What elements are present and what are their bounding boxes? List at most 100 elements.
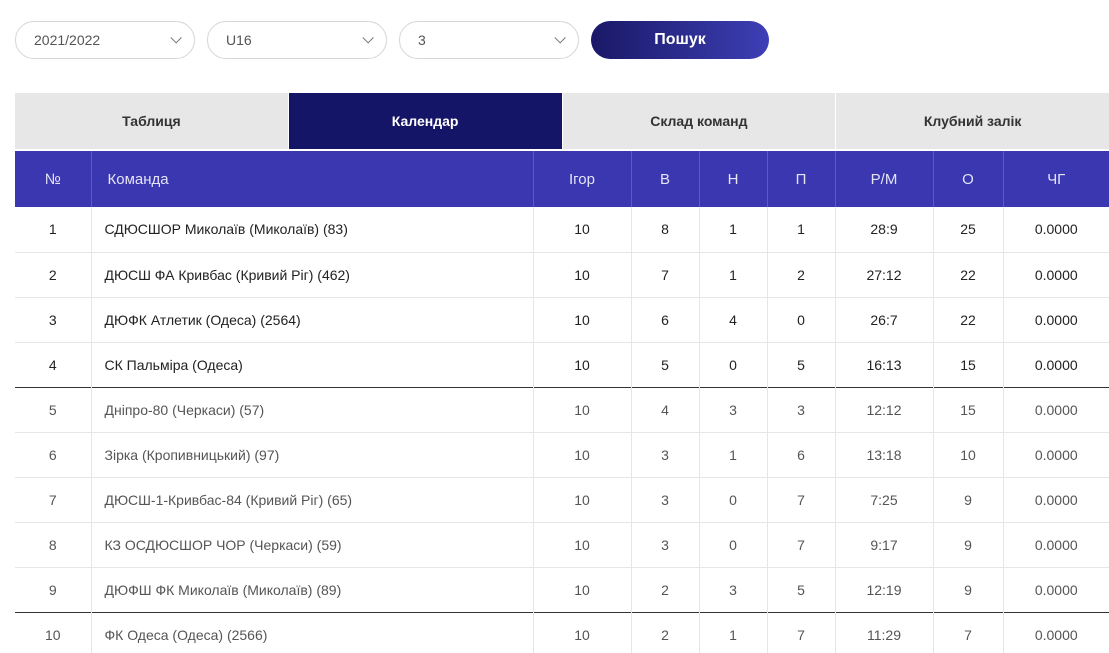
age-group-select[interactable]: U16 bbox=[207, 21, 387, 59]
cell-chg: 0.0000 bbox=[1034, 266, 1078, 283]
cell-team[interactable]: ФК Одеса (Одеса) (2566) bbox=[91, 612, 534, 653]
cell-draws: 1 bbox=[699, 207, 768, 252]
cell-games: 10 bbox=[533, 432, 632, 477]
cell-wins: 5 bbox=[631, 342, 700, 387]
tab-bar: Таблиця Календар Склад команд Клубний за… bbox=[15, 93, 1109, 149]
cell-goals: 16:13 bbox=[835, 342, 934, 387]
cell-goals: 11:29 bbox=[835, 612, 934, 653]
cell-team[interactable]: КЗ ОСДЮСШОР ЧОР (Черкаси) (59) bbox=[91, 522, 534, 567]
season-select[interactable]: 2021/2022 bbox=[15, 21, 195, 59]
cell-chg: 0.0000 bbox=[1034, 581, 1078, 598]
tab-table[interactable]: Таблиця bbox=[15, 93, 289, 149]
table-row: 9 ДЮФШ ФК Миколаїв (Миколаїв) (89) 10 2 3 5 12… bbox=[15, 567, 1109, 612]
header-points: О bbox=[933, 151, 1004, 207]
cell-num: 9 bbox=[15, 567, 92, 612]
header-games: Ігор bbox=[533, 151, 632, 207]
cell-points: 25 bbox=[933, 207, 1004, 252]
table-row: 5 Дніпро-80 (Черкаси) (57) 10 4 3 3 12:12 15 0.0… bbox=[15, 387, 1109, 432]
cell-points: 9 bbox=[933, 477, 1004, 522]
cell-wins: 4 bbox=[631, 387, 700, 432]
cell-team[interactable]: ДЮСШ-1-Кривбас-84 (Кривий Ріг) (65) bbox=[91, 477, 534, 522]
cell-games: 10 bbox=[533, 207, 632, 252]
header-wins: В bbox=[631, 151, 700, 207]
cell-chg: 0.0000 bbox=[1034, 311, 1078, 328]
cell-losses: 1 bbox=[767, 207, 836, 252]
tab-club-standings[interactable]: Клубний залік bbox=[836, 93, 1109, 149]
cell-num: 1 bbox=[15, 207, 92, 252]
cell-num: 10 bbox=[15, 612, 92, 653]
cell-team[interactable]: ДЮСШ ФА Кривбас (Кривий Ріг) (462) bbox=[91, 252, 534, 297]
cell-draws: 4 bbox=[699, 297, 768, 342]
cell-chg: 0.0000 bbox=[1034, 221, 1078, 238]
cell-points: 22 bbox=[933, 252, 1004, 297]
cell-goals: 12:19 bbox=[835, 567, 934, 612]
table-row: 10 ФК Одеса (Одеса) (2566) 10 2 1 7 11:29 7 0.00… bbox=[15, 612, 1109, 653]
cell-wins: 3 bbox=[631, 477, 700, 522]
cell-losses: 7 bbox=[767, 612, 836, 653]
header-losses: П bbox=[767, 151, 836, 207]
tab-team-rosters[interactable]: Склад команд bbox=[562, 93, 837, 149]
cell-num: 8 bbox=[15, 522, 92, 567]
cell-chg: 0.0000 bbox=[1034, 491, 1078, 508]
cell-losses: 5 bbox=[767, 567, 836, 612]
filter-bar: 2021/2022 U16 3 Пошук bbox=[15, 21, 769, 59]
table-header-row: № Команда Ігор В Н П Р/М О ЧГ bbox=[15, 151, 1109, 207]
cell-wins: 2 bbox=[631, 567, 700, 612]
cell-num: 5 bbox=[15, 387, 92, 432]
table-row: 8 КЗ ОСДЮСШОР ЧОР (Черкаси) (59) 10 3 0 7 9:17… bbox=[15, 522, 1109, 567]
cell-goals: 27:12 bbox=[835, 252, 934, 297]
cell-goals: 13:18 bbox=[835, 432, 934, 477]
cell-team[interactable]: СДЮСШОР Миколаїв (Миколаїв) (83) bbox=[91, 207, 534, 252]
cell-goals: 28:9 bbox=[835, 207, 934, 252]
cell-chg: 0.0000 bbox=[1034, 356, 1078, 373]
cell-num: 4 bbox=[15, 342, 92, 387]
tab-calendar[interactable]: Календар bbox=[288, 93, 563, 149]
cell-team[interactable]: Зірка (Кропивницький) (97) bbox=[91, 432, 534, 477]
cell-draws: 1 bbox=[699, 432, 768, 477]
cell-draws: 0 bbox=[699, 342, 768, 387]
cell-losses: 6 bbox=[767, 432, 836, 477]
cell-draws: 3 bbox=[699, 567, 768, 612]
cell-draws: 0 bbox=[699, 522, 768, 567]
table-row: 7 ДЮСШ-1-Кривбас-84 (Кривий Ріг) (65) 10 3 0… bbox=[15, 477, 1109, 522]
cell-chg: 0.0000 bbox=[1034, 446, 1078, 463]
cell-team[interactable]: Дніпро-80 (Черкаси) (57) bbox=[91, 387, 534, 432]
cell-draws: 1 bbox=[699, 252, 768, 297]
cell-wins: 8 bbox=[631, 207, 700, 252]
season-value: 2021/2022 bbox=[34, 32, 101, 48]
cell-wins: 3 bbox=[631, 432, 700, 477]
cell-losses: 7 bbox=[767, 522, 836, 567]
cell-num: 2 bbox=[15, 252, 92, 297]
cell-goals: 7:25 bbox=[835, 477, 934, 522]
cell-wins: 6 bbox=[631, 297, 700, 342]
cell-games: 10 bbox=[533, 612, 632, 653]
header-chg: ЧГ bbox=[1047, 170, 1066, 188]
cell-team[interactable]: ДЮФШ ФК Миколаїв (Миколаїв) (89) bbox=[91, 567, 534, 612]
cell-wins: 2 bbox=[631, 612, 700, 653]
cell-goals: 12:12 bbox=[835, 387, 934, 432]
standings-table: № Команда Ігор В Н П Р/М О ЧГ 1 СДЮСШОР М… bbox=[15, 151, 1109, 653]
cell-games: 10 bbox=[533, 477, 632, 522]
league-select[interactable]: 3 bbox=[399, 21, 579, 59]
chevron-down-icon bbox=[170, 32, 182, 44]
cell-losses: 0 bbox=[767, 297, 836, 342]
cell-team[interactable]: ДЮФК Атлетик (Одеса) (2564) bbox=[91, 297, 534, 342]
header-num: № bbox=[15, 151, 92, 207]
cell-losses: 5 bbox=[767, 342, 836, 387]
table-row: 1 СДЮСШОР Миколаїв (Миколаїв) (83) 10 8 1 1 28… bbox=[15, 207, 1109, 252]
table-row: 6 Зірка (Кропивницький) (97) 10 3 1 6 13:18 10 0… bbox=[15, 432, 1109, 477]
cell-games: 10 bbox=[533, 522, 632, 567]
search-button[interactable]: Пошук bbox=[591, 21, 769, 59]
cell-goals: 9:17 bbox=[835, 522, 934, 567]
cell-num: 7 bbox=[15, 477, 92, 522]
cell-goals: 26:7 bbox=[835, 297, 934, 342]
cell-games: 10 bbox=[533, 252, 632, 297]
header-team: Команда bbox=[91, 151, 534, 207]
cell-games: 10 bbox=[533, 387, 632, 432]
age-group-value: U16 bbox=[226, 32, 252, 48]
cell-losses: 2 bbox=[767, 252, 836, 297]
header-goals: Р/М bbox=[835, 151, 934, 207]
cell-points: 15 bbox=[933, 387, 1004, 432]
league-value: 3 bbox=[418, 32, 426, 48]
cell-team[interactable]: СК Пальміра (Одеса) bbox=[91, 342, 534, 387]
